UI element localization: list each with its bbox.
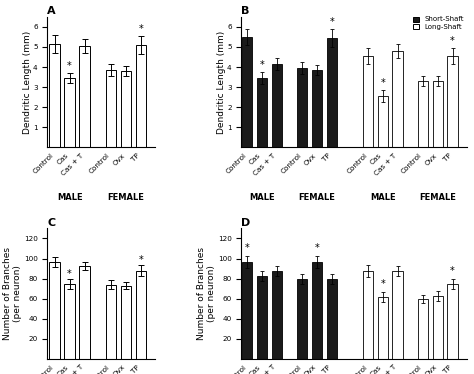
Bar: [121, 71, 131, 147]
Text: A: A: [47, 6, 56, 16]
Bar: [418, 299, 428, 359]
Bar: [447, 284, 458, 359]
Bar: [327, 279, 337, 359]
Bar: [378, 297, 388, 359]
Text: FEMALE: FEMALE: [108, 193, 145, 202]
Bar: [106, 285, 116, 359]
Text: *: *: [67, 269, 72, 279]
Bar: [297, 279, 308, 359]
Bar: [363, 271, 374, 359]
Bar: [79, 46, 90, 147]
Bar: [433, 81, 443, 147]
Bar: [79, 266, 90, 359]
Bar: [64, 78, 75, 147]
Bar: [257, 276, 267, 359]
Text: *: *: [260, 60, 264, 70]
Y-axis label: Number of Branches
(per neuron): Number of Branches (per neuron): [3, 247, 22, 340]
Text: MALE: MALE: [249, 193, 275, 202]
Legend: Short-Shaft, Long-Shaft: Short-Shaft, Long-Shaft: [411, 15, 465, 31]
Text: *: *: [450, 266, 455, 276]
Bar: [136, 271, 146, 359]
Bar: [447, 56, 458, 147]
Text: FEMALE: FEMALE: [299, 193, 336, 202]
Y-axis label: Dendritic Length (mm): Dendritic Length (mm): [217, 31, 226, 134]
Bar: [418, 81, 428, 147]
Bar: [49, 261, 60, 359]
Text: MALE: MALE: [370, 193, 396, 202]
Y-axis label: Number of Branches
(per neuron): Number of Branches (per neuron): [197, 247, 216, 340]
Text: C: C: [47, 218, 55, 228]
Bar: [106, 70, 116, 147]
Text: FEMALE: FEMALE: [419, 193, 456, 202]
Text: *: *: [245, 243, 250, 253]
Bar: [242, 261, 253, 359]
Text: *: *: [67, 61, 72, 71]
Bar: [64, 284, 75, 359]
Text: D: D: [241, 218, 251, 228]
Bar: [272, 64, 282, 147]
Text: *: *: [315, 243, 319, 253]
Bar: [297, 68, 308, 147]
Bar: [242, 37, 253, 147]
Bar: [257, 78, 267, 147]
Bar: [312, 261, 322, 359]
Text: *: *: [139, 255, 144, 265]
Bar: [327, 38, 337, 147]
Bar: [392, 271, 403, 359]
Text: *: *: [450, 36, 455, 46]
Bar: [49, 44, 60, 147]
Bar: [312, 70, 322, 147]
Text: *: *: [139, 24, 144, 34]
Bar: [378, 96, 388, 147]
Bar: [363, 56, 374, 147]
Text: *: *: [381, 279, 385, 289]
Text: MALE: MALE: [57, 193, 82, 202]
Bar: [272, 271, 282, 359]
Text: *: *: [381, 78, 385, 88]
Bar: [136, 45, 146, 147]
Text: B: B: [241, 6, 250, 16]
Text: *: *: [329, 16, 334, 27]
Bar: [121, 286, 131, 359]
Y-axis label: Dendritic Length (mm): Dendritic Length (mm): [23, 31, 32, 134]
Bar: [392, 51, 403, 147]
Bar: [433, 296, 443, 359]
